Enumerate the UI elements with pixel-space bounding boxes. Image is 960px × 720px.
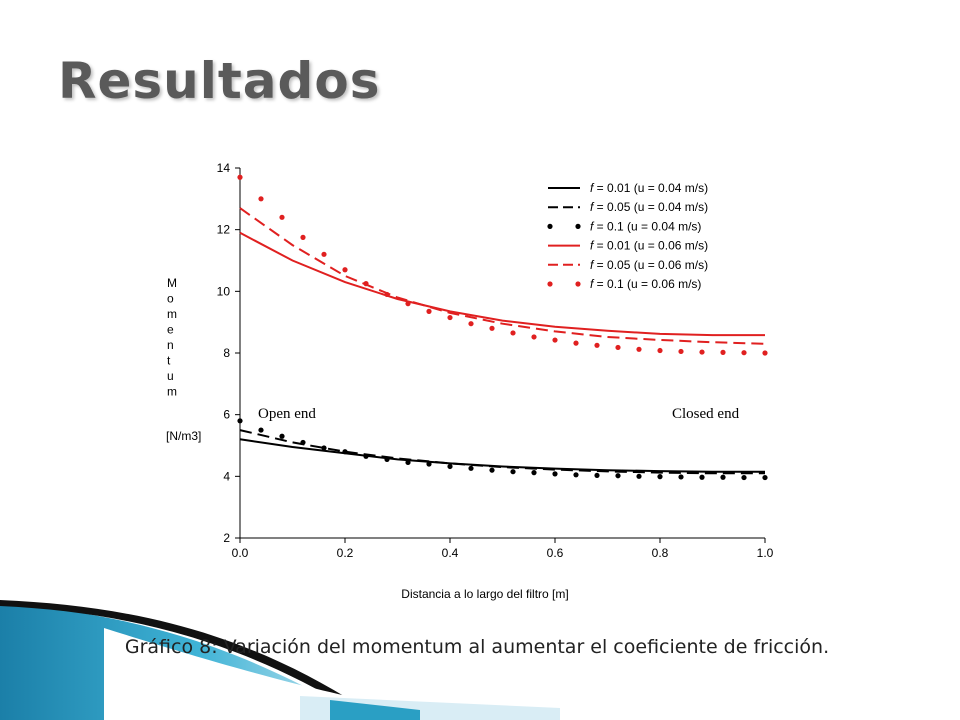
series-point [279, 214, 285, 220]
y-axis-title-letter: M [167, 276, 177, 290]
series-point [657, 474, 663, 480]
series-point [615, 473, 621, 479]
series-point [741, 474, 747, 481]
legend-label: f = 0.05 (u = 0.04 m/s) [590, 200, 708, 214]
chart-legend: f = 0.01 (u = 0.04 m/s) f = 0.05 (u = 0.0… [547, 181, 708, 291]
y-tick-label: 10 [217, 284, 231, 298]
series-point [699, 474, 705, 480]
series-point [636, 473, 642, 479]
series-line [239, 429, 765, 475]
series-point [573, 472, 579, 478]
x-tick-label: 0.4 [442, 546, 459, 560]
slide-title: Resultados [58, 52, 381, 110]
series-point [594, 472, 600, 479]
chart-series-layer [237, 174, 768, 481]
series-point [258, 427, 264, 433]
series-point [699, 349, 705, 355]
series-point [573, 340, 579, 346]
series-point [426, 308, 432, 314]
series-point [678, 474, 684, 480]
series-point [321, 445, 327, 451]
legend-marker [547, 281, 553, 287]
legend-marker [575, 281, 581, 287]
y-axis-title-letter: n [167, 338, 174, 352]
series-point [384, 291, 390, 298]
series-point [300, 439, 306, 446]
y-axis-title-letter: m [167, 307, 177, 321]
legend-label: f = 0.1 (u = 0.04 m/s) [590, 219, 701, 233]
series-point [384, 456, 390, 462]
series-point [447, 463, 453, 470]
series-point [237, 418, 243, 424]
series-point [468, 321, 474, 327]
series-point [531, 470, 537, 476]
y-axis-title-letter: m [167, 385, 177, 399]
series-line [239, 207, 766, 345]
y-tick-label: 8 [223, 346, 230, 360]
series-point [342, 449, 348, 455]
series-point [405, 459, 411, 466]
legend-marker [547, 223, 553, 229]
series-point [720, 349, 726, 355]
y-axis-title-letter: u [167, 369, 174, 383]
series-point [258, 196, 264, 202]
series-point [510, 330, 516, 336]
series-line [239, 231, 765, 337]
series-point [363, 453, 369, 459]
series-point [531, 334, 537, 340]
series-point [741, 350, 747, 356]
y-axis-title-letter: e [167, 323, 174, 337]
series-point [342, 267, 348, 273]
series-point [321, 251, 327, 257]
series-point [720, 474, 726, 480]
series-point [510, 469, 516, 475]
series-point [678, 348, 684, 355]
series-point [489, 325, 495, 331]
series-point [426, 461, 432, 467]
legend-label: f = 0.1 (u = 0.06 m/s) [590, 277, 701, 291]
y-tick-label: 14 [217, 161, 231, 175]
legend-marker [575, 223, 581, 229]
y-tick-label: 12 [217, 223, 231, 237]
series-point [237, 174, 243, 180]
x-tick-label: 0.8 [652, 546, 669, 560]
series-point [636, 346, 642, 352]
chart-axes: 0.0 0.2 0.4 0.6 0.8 1.0 2 4 6 8 10 12 14 [217, 161, 774, 560]
series-point [300, 234, 306, 240]
series-point [489, 467, 495, 473]
series-point [447, 314, 453, 321]
series-point [762, 350, 768, 356]
series-point [657, 347, 663, 354]
y-tick-label: 4 [223, 469, 230, 483]
series-point [279, 433, 285, 439]
annotation-closed-end: Closed end [672, 406, 740, 422]
series-point [405, 301, 411, 307]
x-tick-label: 0.6 [547, 546, 564, 560]
y-tick-label: 2 [223, 531, 230, 545]
y-axis-title-letter: t [167, 354, 171, 368]
series-point [594, 342, 600, 348]
legend-label: f = 0.01 (u = 0.04 m/s) [590, 181, 708, 195]
x-tick-label: 0.0 [232, 546, 249, 560]
legend-label: f = 0.05 (u = 0.06 m/s) [590, 258, 708, 272]
series-point [552, 337, 558, 343]
x-tick-label: 0.2 [337, 546, 354, 560]
series-point [762, 474, 768, 481]
series-point [552, 471, 558, 477]
y-axis-unit: [N/m3] [166, 429, 201, 443]
y-tick-label: 6 [223, 408, 230, 422]
legend-label: f = 0.01 (u = 0.06 m/s) [590, 239, 708, 253]
series-line [239, 438, 765, 473]
series-point [468, 465, 474, 471]
y-axis-title-letter: o [167, 292, 174, 306]
series-point [615, 344, 621, 351]
figure-caption: Gráfico 8: Variación del momentum al aum… [124, 636, 830, 658]
x-tick-label: 1.0 [757, 546, 774, 560]
series-point [363, 281, 369, 287]
x-axis-title: Distancia a lo largo del filtro [m] [401, 587, 568, 601]
annotation-open-end: Open end [258, 406, 316, 422]
